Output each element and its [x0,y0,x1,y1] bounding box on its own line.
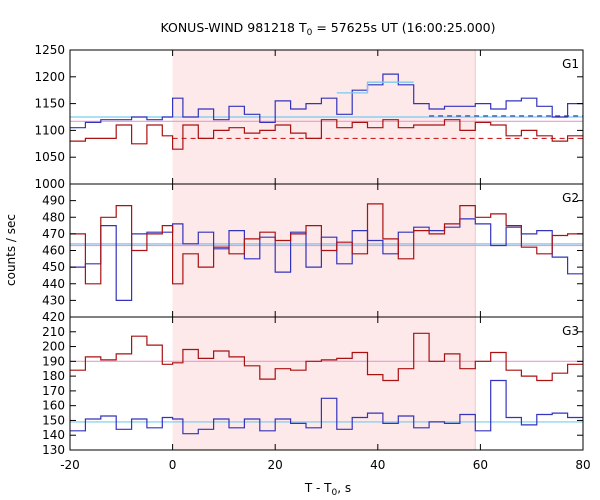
y-tick-label: 200 [42,340,65,354]
x-tick-label: 20 [268,458,283,472]
shaded-interval [172,317,476,450]
y-tick-label: 160 [42,399,65,413]
y-tick-label: 450 [42,260,65,274]
y-tick-label: 460 [42,244,65,258]
plot-area [70,332,583,435]
highlight-step [336,81,414,94]
panel-frame [69,316,584,451]
x-tick-label: 80 [575,458,590,472]
y-tick-label: 1100 [34,123,65,137]
series-red-line [70,332,583,382]
series-red-line [70,203,583,285]
chart-title: KONUS-WIND 981218 T0 = 57625s UT (16:00:… [160,20,495,38]
plot-area [70,203,583,301]
panel-label: G3 [562,324,579,338]
plot-area [70,73,583,150]
panel-label: G2 [562,191,579,205]
x-tick-label: -20 [60,458,80,472]
x-tick-label: 0 [169,458,177,472]
y-tick-label: 150 [42,413,65,427]
y-tick-label: 210 [42,325,65,339]
y-tick-label: 1000 [34,177,65,191]
y-tick-label: 1200 [34,70,65,84]
y-tick-label: 470 [42,227,65,241]
y-tick-label: 1050 [34,150,65,164]
y-tick-label: 190 [42,354,65,368]
y-tick-label: 420 [42,310,65,324]
y-tick-label: 490 [42,194,65,208]
panels: 1000 1050 1100 1150 1200 1250 G1 420 430 440 450 46… [34,43,590,472]
y-tick-label: 1150 [34,97,65,111]
x-tick-label: 40 [370,458,385,472]
panel-label: G1 [562,57,579,71]
y-tick-label: 170 [42,384,65,398]
x-tick-label: 60 [473,458,488,472]
panel-g1: 1000 1050 1100 1150 1200 1250 G1 [34,43,584,191]
y-tick-label: 130 [42,443,65,457]
y-tick-label: 180 [42,369,65,383]
series-red-line [70,119,583,150]
y-tick-label: 440 [42,277,65,291]
x-axis-label: T - T0, s [304,481,351,498]
series-blue-line [70,379,583,435]
series-blue-line [70,73,583,129]
y-tick-label: 140 [42,428,65,442]
y-tick-label: 1250 [34,43,65,57]
y-tick-label: 480 [42,210,65,224]
y-tick-label: 430 [42,293,65,307]
panel-g2: 420 430 440 450 460 470 480 490 G2 [42,183,584,324]
y-axis-label: counts / sec [4,214,18,286]
